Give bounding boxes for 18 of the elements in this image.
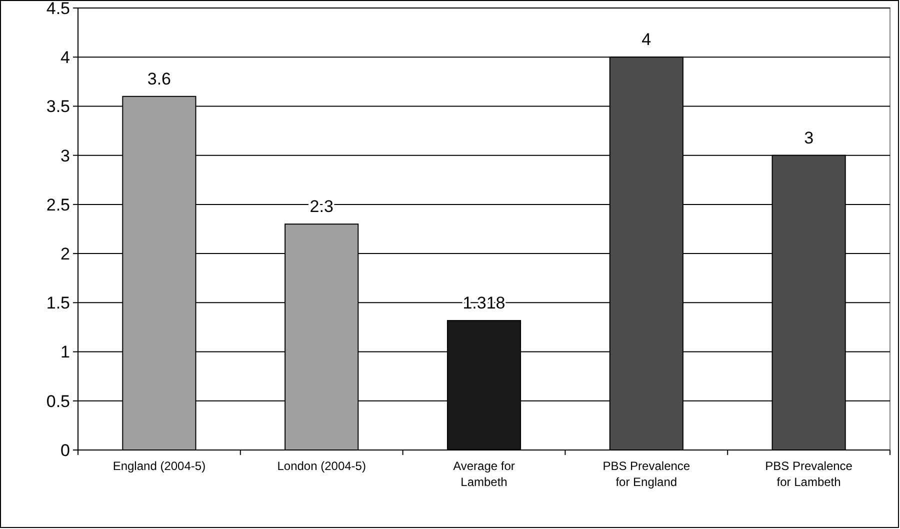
y-tick-label: 0.5: [46, 392, 70, 411]
data-label: 3.6: [147, 69, 172, 88]
y-tick-label: 4.5: [46, 0, 70, 18]
y-tick-label: 2.5: [46, 195, 70, 214]
x-tick-label: PBS Prevalence for Lambeth: [765, 459, 853, 489]
x-tick-label: PBS Prevalence for England: [602, 459, 690, 489]
y-tick-label: 1: [60, 342, 70, 362]
y-tick-label: 0: [60, 440, 70, 460]
y-tick-label: 2: [60, 244, 70, 264]
x-tick-label: Average for Lambeth: [453, 459, 515, 489]
y-tick-label: 3.5: [46, 97, 70, 116]
data-label: 4: [642, 30, 652, 50]
x-tick-label: England (2004-5): [112, 459, 206, 473]
x-tick-label: London (2004-5): [277, 459, 366, 473]
y-tick-label: 1.5: [46, 294, 70, 313]
y-tick-label: 4: [60, 48, 70, 68]
y-tick-label: 3: [60, 146, 70, 166]
data-label: 3: [804, 128, 814, 148]
